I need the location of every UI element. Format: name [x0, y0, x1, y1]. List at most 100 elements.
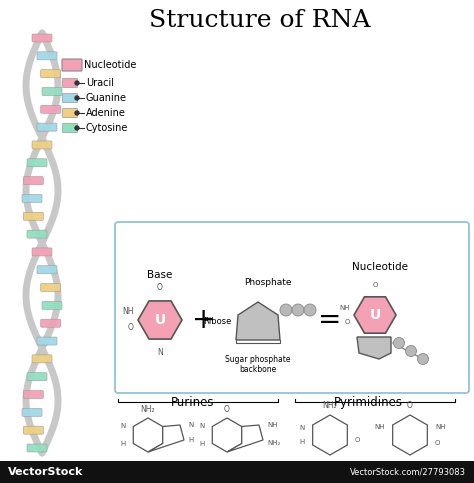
- FancyBboxPatch shape: [32, 355, 52, 363]
- Text: NH: NH: [339, 305, 350, 311]
- Text: NH: NH: [267, 422, 277, 428]
- Circle shape: [75, 126, 79, 130]
- Text: N: N: [121, 424, 126, 429]
- FancyBboxPatch shape: [32, 141, 52, 149]
- Circle shape: [75, 81, 79, 85]
- Circle shape: [280, 304, 292, 316]
- Text: H: H: [200, 440, 205, 446]
- Text: Uracil: Uracil: [394, 464, 426, 474]
- Text: Cytosine: Cytosine: [306, 464, 354, 474]
- Polygon shape: [236, 302, 280, 340]
- Text: =: =: [319, 306, 342, 334]
- FancyBboxPatch shape: [37, 266, 57, 274]
- Circle shape: [75, 96, 79, 100]
- Text: Phosphate: Phosphate: [244, 278, 292, 287]
- Text: NH₂: NH₂: [267, 440, 281, 446]
- FancyBboxPatch shape: [42, 301, 62, 310]
- Text: Cytosine: Cytosine: [86, 123, 128, 133]
- FancyBboxPatch shape: [41, 70, 61, 78]
- Text: Nucleotide: Nucleotide: [84, 60, 137, 70]
- Text: H: H: [121, 440, 126, 446]
- Polygon shape: [138, 301, 182, 339]
- Text: N: N: [300, 425, 305, 431]
- Text: H: H: [188, 437, 193, 443]
- Bar: [0, 461, 474, 483]
- Text: N: N: [188, 422, 193, 428]
- Circle shape: [405, 345, 417, 356]
- FancyBboxPatch shape: [37, 52, 57, 60]
- Text: NH₂: NH₂: [323, 401, 337, 411]
- Polygon shape: [227, 425, 263, 452]
- Text: Base: Base: [147, 270, 173, 280]
- FancyBboxPatch shape: [37, 123, 57, 131]
- Text: Nucleotide: Nucleotide: [352, 262, 408, 272]
- FancyBboxPatch shape: [23, 391, 43, 398]
- FancyBboxPatch shape: [41, 319, 61, 327]
- Polygon shape: [133, 418, 163, 452]
- Text: N: N: [157, 348, 163, 357]
- Text: Pyrimidines: Pyrimidines: [334, 396, 402, 409]
- Text: U: U: [155, 313, 165, 327]
- FancyBboxPatch shape: [63, 94, 78, 102]
- Polygon shape: [392, 415, 428, 455]
- Text: Structure of RNA: Structure of RNA: [149, 9, 371, 32]
- Text: NH₂: NH₂: [141, 404, 155, 413]
- FancyBboxPatch shape: [42, 87, 62, 96]
- Circle shape: [418, 354, 428, 365]
- Text: H: H: [300, 439, 305, 445]
- FancyBboxPatch shape: [32, 248, 52, 256]
- Polygon shape: [354, 297, 396, 333]
- Text: Guanine: Guanine: [214, 465, 260, 475]
- Text: VectorStock.com/27793083: VectorStock.com/27793083: [350, 468, 466, 477]
- Circle shape: [292, 304, 304, 316]
- Text: Uracil: Uracil: [86, 78, 114, 88]
- Text: O: O: [355, 437, 360, 443]
- Text: NH: NH: [374, 424, 385, 430]
- Text: O: O: [128, 324, 134, 332]
- Polygon shape: [212, 418, 242, 452]
- FancyBboxPatch shape: [27, 373, 47, 381]
- Text: Adenine: Adenine: [86, 108, 126, 118]
- FancyBboxPatch shape: [23, 426, 43, 434]
- Text: O: O: [407, 401, 413, 411]
- FancyBboxPatch shape: [23, 212, 43, 220]
- Circle shape: [304, 304, 316, 316]
- Text: Purines: Purines: [171, 396, 215, 409]
- Text: NH: NH: [122, 308, 134, 316]
- FancyBboxPatch shape: [22, 195, 42, 202]
- Text: BASE: BASE: [269, 471, 305, 483]
- Text: VectorStock: VectorStock: [8, 467, 83, 477]
- FancyBboxPatch shape: [27, 444, 47, 452]
- Circle shape: [75, 111, 79, 115]
- Polygon shape: [357, 337, 391, 359]
- Text: +: +: [192, 306, 216, 334]
- Text: O: O: [224, 404, 230, 413]
- FancyBboxPatch shape: [37, 337, 57, 345]
- Polygon shape: [148, 425, 184, 452]
- Text: Guanine: Guanine: [86, 93, 127, 103]
- Text: O: O: [345, 319, 350, 325]
- Circle shape: [393, 338, 404, 349]
- FancyBboxPatch shape: [62, 59, 82, 71]
- Polygon shape: [313, 415, 347, 455]
- FancyBboxPatch shape: [27, 159, 47, 167]
- FancyBboxPatch shape: [115, 222, 469, 393]
- Text: Adenine: Adenine: [135, 465, 181, 475]
- Text: NH: NH: [435, 424, 446, 430]
- Text: O: O: [157, 283, 163, 292]
- FancyBboxPatch shape: [23, 177, 43, 185]
- Text: Ribose: Ribose: [204, 317, 232, 327]
- FancyBboxPatch shape: [22, 408, 42, 416]
- FancyBboxPatch shape: [41, 105, 61, 114]
- FancyBboxPatch shape: [63, 79, 78, 87]
- Text: U: U: [369, 308, 381, 322]
- FancyBboxPatch shape: [27, 230, 47, 238]
- FancyBboxPatch shape: [63, 109, 78, 117]
- FancyBboxPatch shape: [41, 284, 61, 292]
- Text: O: O: [372, 282, 378, 288]
- Text: Sugar phosphate
backbone: Sugar phosphate backbone: [225, 355, 291, 374]
- Text: O: O: [435, 440, 440, 446]
- FancyBboxPatch shape: [63, 124, 78, 132]
- Text: N: N: [200, 424, 205, 429]
- FancyBboxPatch shape: [32, 34, 52, 42]
